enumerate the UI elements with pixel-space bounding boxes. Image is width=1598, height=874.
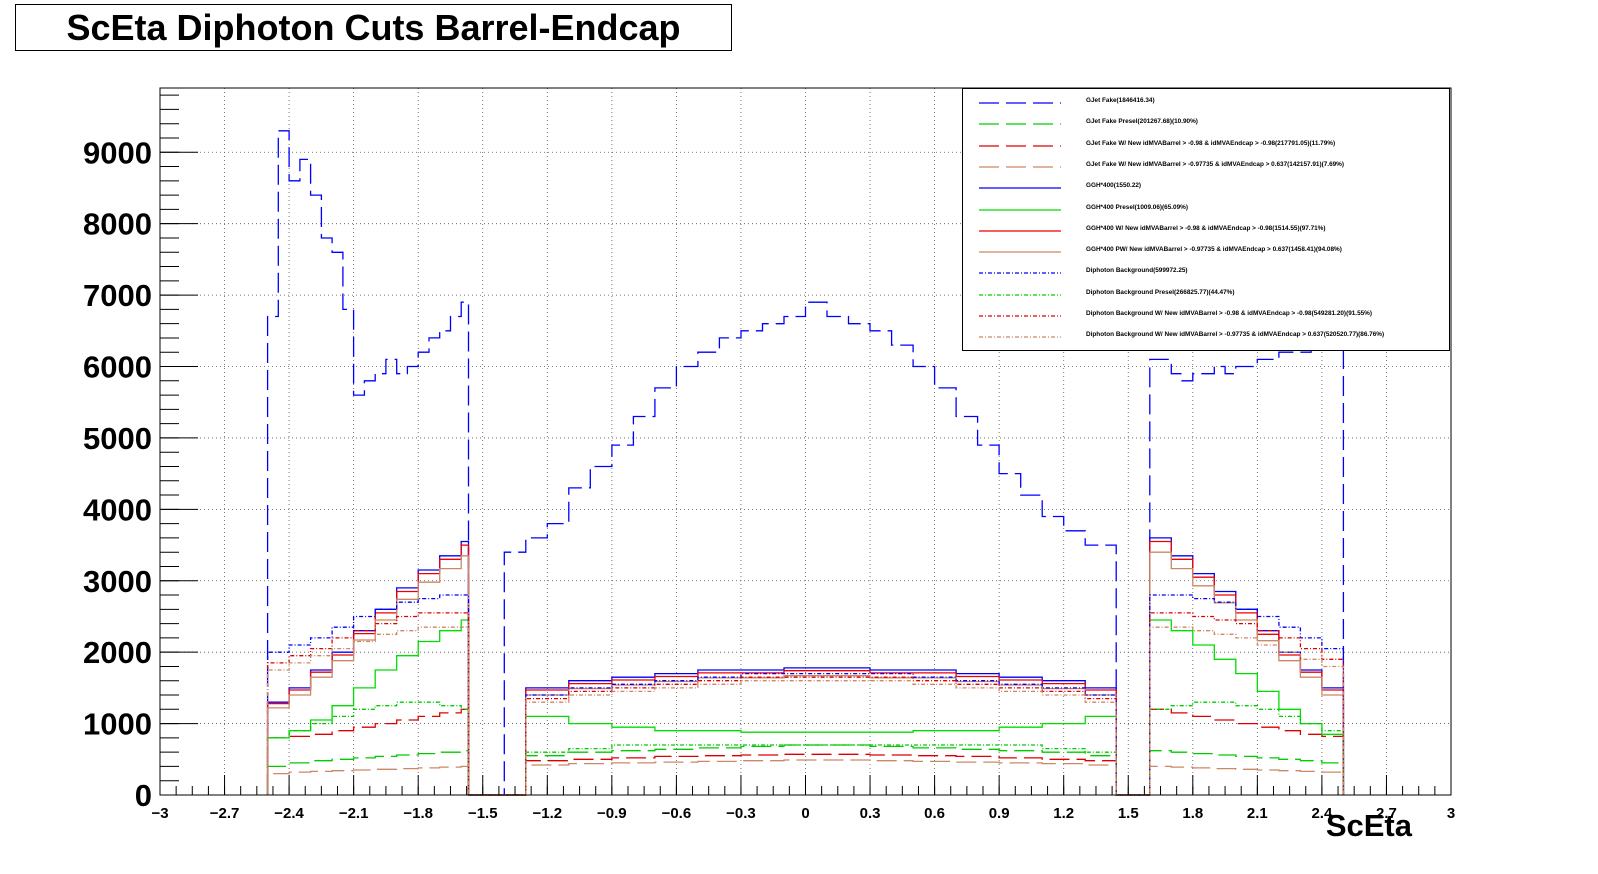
legend-label: GJet Fake W/ New idMVABarrel > -0.98 & i…	[1086, 139, 1336, 147]
x-tick-label: 0.3	[860, 805, 881, 822]
y-tick-label: 1000	[83, 707, 152, 742]
series-line	[266, 540, 1345, 796]
legend-swatch	[979, 166, 1061, 168]
legend-entry: GJet Fake(1846416.34)	[963, 93, 1449, 113]
y-tick-label: 6000	[83, 350, 152, 385]
legend-entry: Diphoton Background W/ New idMVABarrel >…	[963, 306, 1449, 326]
legend-swatch	[979, 187, 1061, 189]
x-tick-label: −0.6	[662, 805, 692, 822]
x-tick-label: 2.1	[1247, 805, 1268, 822]
legend-entry: GJet Fake W/ New idMVABarrel > -0.97735 …	[963, 157, 1449, 177]
y-tick-label: 7000	[83, 278, 152, 313]
legend-label: Diphoton Background W/ New idMVABarrel >…	[1086, 331, 1385, 339]
x-tick-label: −1.5	[468, 805, 498, 822]
y-tick-label: 2000	[83, 635, 152, 670]
x-tick-label: −3	[151, 805, 168, 822]
series-layer	[266, 130, 1345, 796]
x-tick-label: 1.8	[1182, 805, 1203, 822]
legend-swatch	[979, 208, 1061, 211]
x-tick-label: 1.5	[1118, 805, 1139, 822]
legend-swatch	[979, 123, 1061, 125]
y-tick-label: 0	[135, 778, 152, 813]
y-tick-label: 9000	[83, 135, 152, 170]
series-line	[266, 619, 1345, 796]
legend-label: Diphoton Background(599972.25)	[1086, 267, 1188, 275]
legend-swatch	[979, 251, 1061, 253]
legend-label: GGH*400 W/ New idMVABarrel > -0.98 & idM…	[1086, 224, 1326, 232]
x-tick-label: 0	[801, 805, 809, 822]
series-line	[266, 551, 1345, 796]
x-tick-label: −1.2	[532, 805, 562, 822]
x-tick-label: 3	[1447, 805, 1455, 822]
legend-swatch	[979, 336, 1061, 338]
chart-title: ScEta Diphoton Cuts Barrel-Endcap	[66, 6, 681, 48]
legend-entry: Diphoton Background(599972.25)	[963, 263, 1449, 283]
legend-entry: GJet Fake W/ New idMVABarrel > -0.98 & i…	[963, 136, 1449, 156]
legend-swatch	[979, 102, 1061, 104]
series-line	[266, 612, 1345, 796]
legend-entry: GJet Fake Presel(201267.68)(10.90%)	[963, 114, 1449, 134]
legend-swatch	[979, 230, 1061, 232]
legend-label: GGH*400 PW/ New idMVABarrel > -0.97735 &…	[1086, 246, 1342, 254]
legend-entry: GGH*400(1550.22)	[963, 178, 1449, 198]
legend-swatch	[979, 272, 1061, 275]
legend-entry: Diphoton Background Presel(266825.77)(44…	[963, 285, 1449, 305]
y-tick-label: 3000	[83, 564, 152, 599]
legend-entry: GGH*400 Presel(1009.06)(65.09%)	[963, 200, 1449, 220]
series-line	[266, 708, 1345, 796]
legend-label: GGH*400 Presel(1009.06)(65.09%)	[1086, 203, 1188, 211]
series-line	[266, 744, 1345, 796]
series-line	[266, 130, 1345, 796]
y-tick-label: 8000	[83, 207, 152, 242]
x-tick-label: −0.9	[597, 805, 627, 822]
series-line	[266, 759, 1345, 796]
x-tick-label: −2.4	[274, 805, 304, 822]
legend-swatch	[979, 294, 1061, 296]
y-tick-label: 4000	[83, 492, 152, 527]
y-tick-label: 5000	[83, 421, 152, 456]
x-tick-label: −2.7	[210, 805, 240, 822]
legend-label: GGH*400(1550.22)	[1086, 182, 1142, 190]
legend-entry: GGH*400 PW/ New idMVABarrel > -0.97735 &…	[963, 242, 1449, 262]
x-tick-label: −0.3	[726, 805, 756, 822]
legend-swatch	[979, 315, 1061, 317]
legend-swatch	[979, 144, 1061, 147]
legend-label: Diphoton Background Presel(266825.77)(44…	[1086, 288, 1235, 296]
x-tick-label: 0.6	[924, 805, 945, 822]
series-line	[266, 594, 1345, 796]
chart-title-box: ScEta Diphoton Cuts Barrel-Endcap	[15, 4, 732, 51]
series-line	[266, 626, 1345, 796]
x-tick-label: −1.8	[403, 805, 433, 822]
x-axis-label: ScEta	[1325, 808, 1412, 843]
legend-label: GJet Fake(1846416.34)	[1086, 97, 1155, 104]
x-tick-label: −2.1	[339, 805, 369, 822]
x-tick-label: 1.2	[1053, 805, 1074, 822]
x-tick-label: 2.4	[1311, 805, 1333, 822]
x-tick-label: 0.9	[989, 805, 1010, 822]
legend-entry: GGH*400 W/ New idMVABarrel > -0.98 & idM…	[963, 221, 1449, 241]
legend: GJet Fake(1846416.34) GJet Fake Presel(20…	[962, 88, 1450, 351]
legend-label: GJet Fake W/ New idMVABarrel > -0.97735 …	[1086, 160, 1344, 168]
axis-layer: −3 −2.7 −2.4 −2.1 −1.8 −1.5 −1.2 −0.9 −0.6 −0.3 0 0…	[83, 94, 1455, 822]
x-tick-label: 2.7	[1376, 805, 1397, 822]
legend-entry: Diphoton Background W/ New idMVABarrel >…	[963, 327, 1449, 347]
legend-label: GJet Fake Presel(201267.68)(10.90%)	[1086, 118, 1198, 126]
legend-label: Diphoton Background W/ New idMVABarrel >…	[1086, 310, 1372, 317]
